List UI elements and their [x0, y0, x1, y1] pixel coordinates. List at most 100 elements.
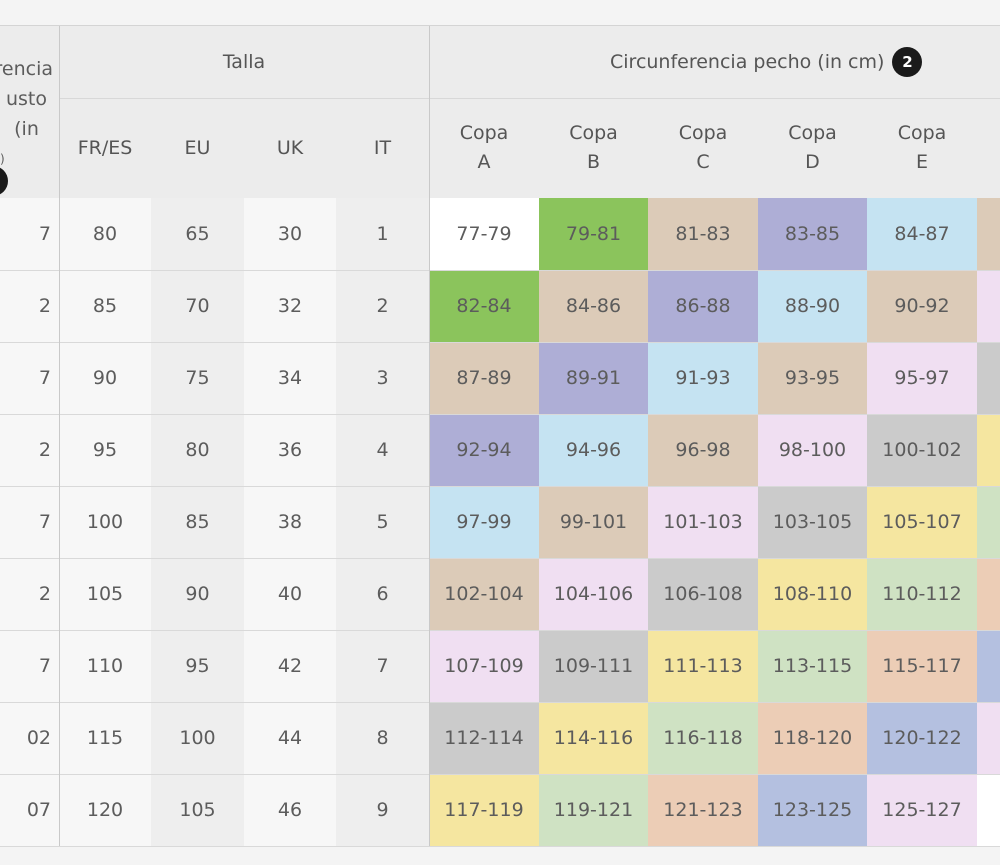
cup-cell: 117-119 — [429, 774, 539, 846]
size-cell: 9 — [336, 774, 429, 846]
size-cell: 85 — [151, 486, 244, 558]
underbust-value: 7 — [38, 655, 51, 677]
cup-cell: 103-105 — [758, 486, 867, 558]
cup-cell — [977, 270, 1000, 342]
size-value: 42 — [277, 655, 303, 677]
size-cell: 34 — [244, 342, 336, 414]
size-value: 100 — [86, 511, 124, 533]
size-cell: 2 — [336, 270, 429, 342]
cup-range: 79-81 — [565, 223, 622, 245]
cup-range: 119-121 — [553, 799, 634, 821]
cup-cell: 82-84 — [429, 270, 539, 342]
size-value: 34 — [277, 367, 303, 389]
size-cell: 5 — [336, 486, 429, 558]
underbust-value: 7 — [38, 511, 51, 533]
cup-cell: 81-83 — [648, 198, 758, 270]
cup-range: 114-116 — [553, 727, 634, 749]
size-value: 44 — [277, 727, 303, 749]
size-value: 38 — [277, 511, 303, 533]
cup-range: 118-120 — [772, 727, 853, 749]
size-value: 6 — [376, 583, 389, 605]
size-cell: 105 — [59, 558, 151, 630]
size-cell: 8 — [336, 702, 429, 774]
border-header-mid — [59, 98, 1000, 99]
cup-range: 112-114 — [444, 727, 524, 749]
header-talla-label: Talla — [222, 51, 266, 73]
row-divider — [0, 414, 1000, 415]
cup-range: 105-107 — [882, 511, 962, 533]
size-cell: 110 — [59, 630, 151, 702]
header-chest-badge: 2 — [892, 47, 923, 77]
size-cell: 95 — [151, 630, 244, 702]
size-cell: 4 — [336, 414, 429, 486]
cup-range: 89-91 — [565, 367, 622, 389]
cup-cell — [977, 486, 1000, 558]
underbust-cell: 7 — [0, 486, 59, 558]
cup-cell: 120-122 — [867, 702, 977, 774]
cup-range: 101-103 — [663, 511, 743, 533]
size-value: 110 — [86, 655, 124, 677]
header-cup-letter: A — [477, 151, 491, 173]
cup-cell — [977, 630, 1000, 702]
size-cell: 32 — [244, 270, 336, 342]
header-cup-word: Copa — [459, 122, 509, 144]
cup-cell — [977, 558, 1000, 630]
size-value: 115 — [86, 727, 124, 749]
cup-cell: 102-104 — [429, 558, 539, 630]
cup-cell: 115-117 — [867, 630, 977, 702]
header-size-label: UK — [276, 137, 304, 159]
size-cell: 36 — [244, 414, 336, 486]
cup-cell: 93-95 — [758, 342, 867, 414]
size-value: 2 — [376, 295, 389, 317]
header-cup-5 — [977, 98, 1000, 198]
size-value: 120 — [86, 799, 124, 821]
cup-cell: 79-81 — [539, 198, 648, 270]
underbust-cell: 2 — [0, 414, 59, 486]
header-cup-word: Copa — [897, 122, 947, 144]
underbust-value: 2 — [38, 583, 51, 605]
cup-range: 81-83 — [675, 223, 731, 245]
cup-cell: 106-108 — [648, 558, 758, 630]
cup-cell — [977, 774, 1000, 846]
size-cell: 75 — [151, 342, 244, 414]
header-chest: Circunferencia pecho (in cm) 2 — [429, 26, 1000, 98]
cup-cell: 91-93 — [648, 342, 758, 414]
cup-range: 86-88 — [675, 295, 731, 317]
size-cell: 30 — [244, 198, 336, 270]
header-cup-word: Copa — [788, 122, 837, 144]
cup-range: 92-94 — [456, 439, 512, 461]
cup-cell: 96-98 — [648, 414, 758, 486]
header-chest-label: Circunferencia pecho (in cm) — [610, 51, 885, 73]
cup-cell: 121-123 — [648, 774, 758, 846]
cup-cell: 119-121 — [539, 774, 648, 846]
size-cell: 42 — [244, 630, 336, 702]
size-cell: 115 — [59, 702, 151, 774]
size-value: 100 — [179, 727, 216, 749]
size-cell: 80 — [59, 198, 151, 270]
cup-range: 116-118 — [663, 727, 743, 749]
underbust-cell: 02 — [0, 702, 59, 774]
size-cell: 80 — [151, 414, 244, 486]
size-cell: 95 — [59, 414, 151, 486]
cup-cell: 111-113 — [648, 630, 758, 702]
cup-range: 87-89 — [456, 367, 512, 389]
cup-range: 88-90 — [784, 295, 841, 317]
header-underbust-badge — [0, 166, 8, 196]
cup-range: 107-109 — [444, 655, 524, 677]
size-cell: 46 — [244, 774, 336, 846]
cup-cell: 109-111 — [539, 630, 648, 702]
cup-cell: 101-103 — [648, 486, 758, 558]
header-cup-letter: D — [805, 151, 820, 173]
cup-range: 102-104 — [444, 583, 524, 605]
cup-range: 100-102 — [882, 439, 962, 461]
cup-range: 84-86 — [565, 295, 622, 317]
size-value: 32 — [277, 295, 303, 317]
header-cup-word: Copa — [678, 122, 728, 144]
cup-range: 110-112 — [882, 583, 962, 605]
underbust-value: 7 — [38, 367, 51, 389]
cup-cell: 77-79 — [429, 198, 539, 270]
row-divider — [0, 774, 1000, 775]
size-cell: 38 — [244, 486, 336, 558]
size-value: 80 — [185, 439, 210, 461]
